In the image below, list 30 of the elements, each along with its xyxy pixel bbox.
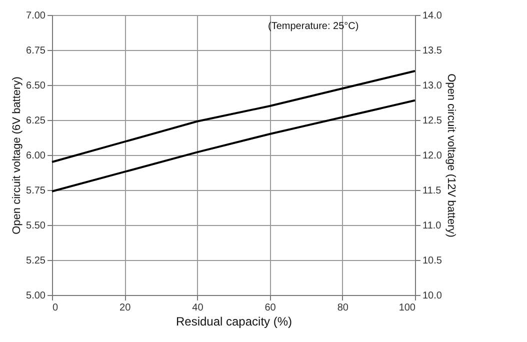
y2-tick-label: 14.0 — [422, 10, 442, 22]
y-tick-label: 5.75 — [26, 186, 46, 196]
x-tick-label: 40 — [192, 302, 204, 314]
annotation: (Temperature: 25°C) — [268, 21, 359, 32]
y2-tick-label: 11.5 — [422, 186, 442, 196]
y2-tick-label: 11.0 — [422, 220, 442, 232]
y2-axis-title: Open circuit voltage (12V battery) — [444, 74, 457, 238]
line-series — [51, 99, 416, 192]
x-tick-label: 100 — [398, 302, 416, 314]
x-tick-label: 80 — [337, 302, 349, 314]
line-series — [51, 70, 416, 163]
y-tick-label: 6.50 — [26, 80, 46, 92]
y2-tick-label: 10.0 — [422, 290, 442, 302]
y2-tick-label: 12.5 — [422, 116, 442, 126]
x-tick-label: 60 — [264, 302, 276, 314]
y-tick-label: 6.00 — [26, 150, 46, 162]
y-tick-label: 5.25 — [26, 256, 46, 266]
y2-tick-label: 12.0 — [422, 150, 442, 162]
y-tick-label: 6.25 — [26, 116, 46, 126]
y-tick-label: 5.50 — [26, 220, 46, 232]
y-tick-label: 6.75 — [26, 46, 46, 56]
y-tick-label: 7.00 — [26, 10, 46, 22]
y2-tick-label: 13.0 — [422, 80, 442, 92]
y-tick-label: 5.00 — [26, 290, 46, 302]
y-axis-title: Open circuit voltage (6V battery) — [11, 76, 24, 234]
y2-tick-label: 13.5 — [422, 46, 442, 56]
y2-tick-label: 10.5 — [422, 256, 442, 266]
x-tick-label: 0 — [52, 302, 58, 314]
x-tick-label: 20 — [120, 302, 132, 314]
x-axis-title: Residual capacity (%) — [176, 314, 292, 328]
